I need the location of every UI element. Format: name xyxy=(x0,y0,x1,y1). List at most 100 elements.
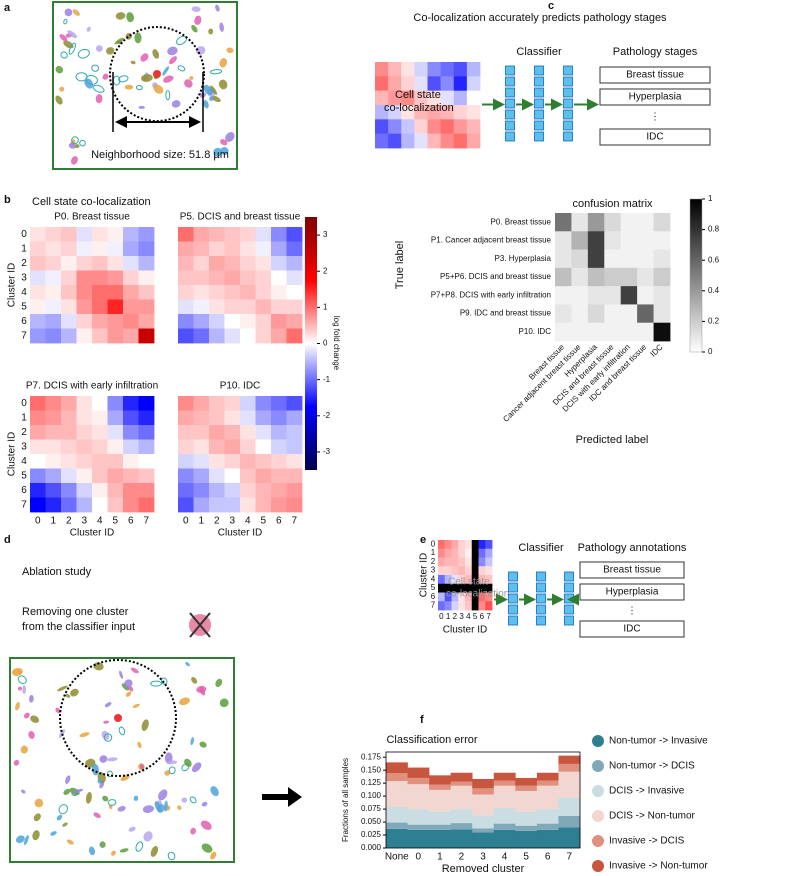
y-axis-label: Fractions of all samples xyxy=(341,758,350,842)
heatmap-cell xyxy=(45,328,62,344)
heatmap-cell xyxy=(465,557,473,567)
heatmap-cell xyxy=(604,213,622,232)
segment xyxy=(407,784,430,810)
cell xyxy=(67,30,78,39)
heatmap-cell xyxy=(453,90,468,106)
colorbar-label: log fold change xyxy=(332,316,341,371)
removed-cell xyxy=(471,540,479,550)
cell xyxy=(158,789,168,801)
cell xyxy=(106,47,115,55)
cell xyxy=(103,720,110,724)
neuron xyxy=(564,604,574,615)
heatmap-cell xyxy=(427,133,442,149)
cell xyxy=(132,703,140,709)
heatmap-cell xyxy=(224,497,241,513)
heatmap-cell xyxy=(444,592,452,602)
heatmap-cell xyxy=(271,497,287,513)
cell xyxy=(59,86,65,92)
cell xyxy=(77,48,90,59)
heatmap-cell xyxy=(107,497,124,513)
heatmap-cell xyxy=(414,90,428,106)
heatmap-cell xyxy=(30,328,46,344)
heatmap-cell xyxy=(271,227,287,242)
segment xyxy=(536,785,559,810)
heatmap-cell xyxy=(240,468,256,484)
heatmap-cell xyxy=(61,439,77,455)
cell xyxy=(191,677,198,684)
cell xyxy=(189,76,194,80)
cell xyxy=(141,719,149,731)
neuron xyxy=(505,131,515,142)
cell xyxy=(219,58,228,68)
colorbar-tick-label: 0.4 xyxy=(708,286,720,295)
cell xyxy=(184,79,193,88)
heatmap-cell xyxy=(458,601,466,611)
segment xyxy=(450,809,473,824)
heatmap-cell xyxy=(178,314,194,329)
heatmap-cell xyxy=(76,468,93,484)
cell xyxy=(203,100,209,109)
heatmap-cell xyxy=(240,227,256,242)
heatmap-cell xyxy=(587,304,605,324)
heatmap-cell xyxy=(123,299,139,315)
heatmap-cell xyxy=(45,270,62,286)
heatmap-cell xyxy=(107,483,124,498)
heatmap-cell xyxy=(123,454,139,469)
heatmap-cell xyxy=(138,410,155,426)
heatmap-cell xyxy=(224,299,241,315)
heatmap-cell xyxy=(209,439,225,455)
heatmap-cell xyxy=(107,410,124,426)
heatmap-cell xyxy=(414,119,428,135)
col-label: 2 xyxy=(66,516,72,527)
cell xyxy=(55,95,63,105)
heatmap-cell xyxy=(571,304,589,324)
cell xyxy=(191,6,201,12)
segment xyxy=(558,815,581,828)
heatmap-cell xyxy=(123,256,139,271)
segment xyxy=(386,828,408,848)
heatmap-cell xyxy=(286,483,303,498)
panel-label: f xyxy=(420,714,424,726)
segment xyxy=(429,789,451,812)
heatmap-cell xyxy=(440,105,455,120)
output-label: Hyperplasia xyxy=(629,92,682,103)
heatmap-cell xyxy=(178,396,194,411)
output-label: IDC xyxy=(623,624,640,635)
heatmap-cell xyxy=(620,213,638,232)
heatmap-cell xyxy=(76,328,93,344)
heatmap-cell xyxy=(209,410,225,426)
segment xyxy=(472,832,495,848)
col-label: 2 xyxy=(214,516,220,527)
cell xyxy=(163,75,174,83)
cell xyxy=(210,851,217,860)
heatmap-cell xyxy=(414,76,428,92)
heatmap-cell xyxy=(107,256,124,271)
segment xyxy=(429,811,451,825)
heatmap-cell xyxy=(438,592,446,602)
heatmap-cell xyxy=(45,425,62,440)
heatmap-cell xyxy=(92,314,108,329)
cell xyxy=(79,732,90,738)
heatmap-cell xyxy=(440,119,455,135)
neuron xyxy=(534,65,544,76)
cell xyxy=(68,42,76,55)
cell xyxy=(133,795,139,801)
heatmap-cell xyxy=(604,322,622,342)
output-label: IDC xyxy=(646,132,663,143)
heatmap-cell xyxy=(193,256,210,271)
heatmap-cell xyxy=(637,267,654,287)
heatmap-cell xyxy=(438,540,446,550)
cells xyxy=(11,4,235,861)
neuron xyxy=(508,582,518,593)
cell xyxy=(106,770,113,777)
heatmap-cell xyxy=(92,241,108,257)
colorbar-tick-label: 3 xyxy=(323,230,328,239)
heatmap-cell xyxy=(30,497,46,513)
legend-swatch xyxy=(592,760,604,772)
heatmap-cell xyxy=(451,548,459,558)
neuron xyxy=(563,98,573,109)
segment xyxy=(536,809,559,824)
heatmap-cell xyxy=(587,286,605,305)
segment xyxy=(515,790,538,812)
col-label: 5 xyxy=(112,516,118,527)
